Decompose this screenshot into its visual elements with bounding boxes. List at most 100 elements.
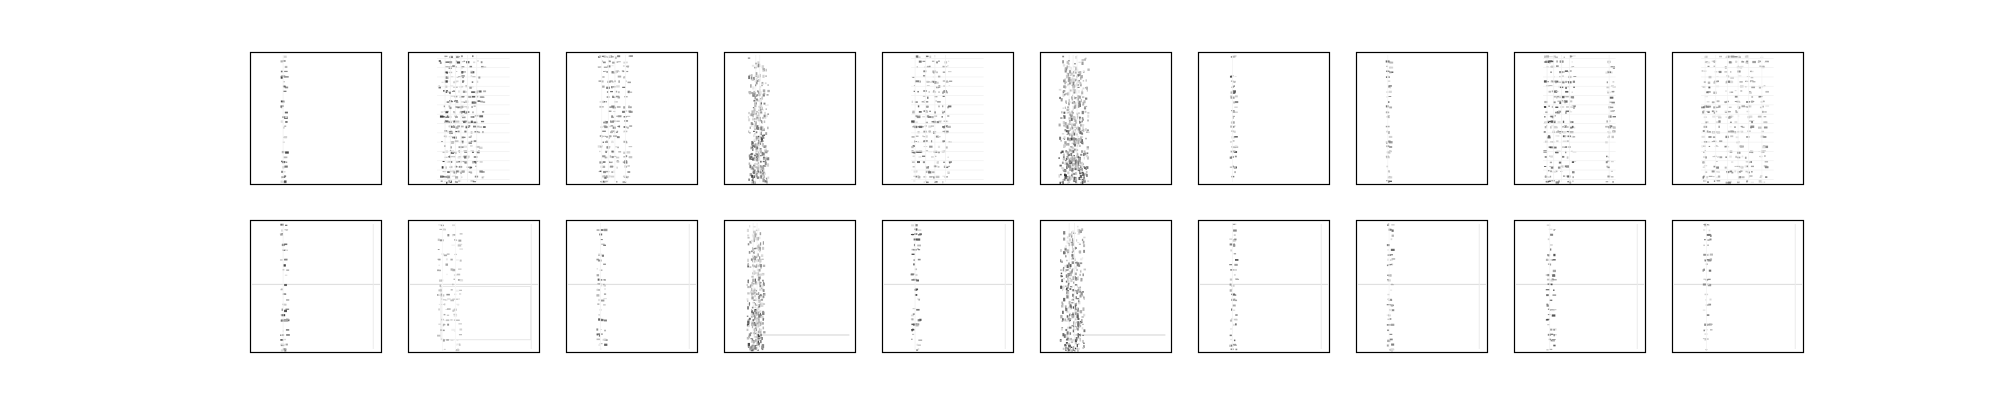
- heatmap-cell: [623, 106, 626, 109]
- heatmap-cell: [1708, 86, 1711, 89]
- heatmap-cell: [1059, 96, 1061, 100]
- heatmap-cell: [1064, 343, 1067, 347]
- heatmap-cell: [286, 334, 290, 336]
- heatmap-cell: [1562, 131, 1566, 134]
- heatmap-cell: [1059, 164, 1062, 167]
- heatmap-cell: [1739, 130, 1743, 132]
- heatmap-cell: [612, 96, 616, 98]
- heatmap-cell: [1071, 151, 1074, 154]
- heatmap-cell: [766, 180, 768, 184]
- heatmap-cell: [1713, 180, 1716, 182]
- heatmap-cell: [481, 101, 486, 103]
- heatmap-cell: [442, 229, 445, 231]
- heatmap-cell: [1564, 70, 1569, 72]
- heatmap-cell: [757, 167, 760, 171]
- heatmap-cell: [453, 111, 456, 114]
- heatmap-cell: [1737, 56, 1741, 59]
- heatmap-cell: [1081, 316, 1084, 318]
- heatmap-cell: [1071, 325, 1074, 327]
- heatmap-cell: [1729, 170, 1733, 173]
- heatmap-cell: [446, 308, 451, 310]
- heatmap-cell: [1544, 116, 1546, 118]
- heatmap-cell: [611, 71, 614, 74]
- heatmap-cell: [599, 145, 603, 147]
- panel-background: [882, 220, 1014, 353]
- heatmap-cell: [758, 280, 761, 282]
- heatmap-cell: [1064, 248, 1067, 251]
- heatmap-cell: [446, 314, 450, 316]
- heatmap-cell: [1389, 141, 1393, 144]
- heatmap-cell: [461, 136, 466, 139]
- faint-row-trace: [1543, 58, 1616, 59]
- heatmap-cell: [936, 61, 938, 64]
- heatmap-cell: [925, 170, 928, 173]
- cross-line-vertical: [1636, 224, 1638, 349]
- heatmap-cell: [766, 94, 769, 96]
- heatmap-cell: [473, 125, 476, 128]
- heatmap-cell: [616, 61, 619, 63]
- heatmap-cell: [284, 165, 288, 168]
- heatmap-cell: [468, 96, 472, 98]
- heatmap-cell: [1569, 131, 1574, 134]
- heatmap-cell: [1388, 298, 1393, 301]
- heatmap-cell: [912, 126, 915, 128]
- heatmap-cell: [750, 122, 753, 125]
- heatmap-cell: [756, 118, 759, 121]
- heatmap-cell: [280, 76, 283, 79]
- heatmap-cell: [1734, 126, 1736, 128]
- heatmap-cell: [1569, 181, 1572, 184]
- heatmap-cell: [925, 135, 928, 138]
- heatmap-cell: [610, 125, 614, 127]
- faint-row-trace: [437, 179, 510, 180]
- heatmap-cell: [1701, 106, 1705, 109]
- heatmap-cell: [1080, 98, 1082, 103]
- heatmap-cell: [767, 89, 770, 93]
- heatmap-cell: [754, 313, 757, 317]
- heatmap-cell: [1555, 170, 1558, 173]
- heatmap-cell: [1610, 110, 1615, 113]
- heatmap-cell: [1712, 156, 1716, 158]
- column-trace: [625, 55, 626, 182]
- heatmap-cell: [1077, 347, 1080, 350]
- heatmap-cell: [756, 78, 758, 80]
- heatmap-cell: [599, 329, 602, 330]
- heatmap-cell: [606, 135, 609, 138]
- heatmap-cell: [1234, 76, 1237, 77]
- heatmap-cell: [932, 91, 937, 93]
- heatmap-cell: [1758, 95, 1763, 98]
- heatmap-cell: [284, 243, 288, 246]
- heatmap-cell: [1736, 151, 1741, 154]
- heatmap-cell: [1233, 101, 1236, 104]
- heatmap-cell: [625, 61, 628, 64]
- heatmap-cell: [449, 125, 453, 127]
- heatmap-cell: [1703, 151, 1705, 153]
- heatmap-panel-r0c0: [249, 51, 383, 186]
- heatmap-cell: [467, 125, 471, 127]
- heatmap-cell: [928, 170, 930, 172]
- heatmap-cell: [1709, 324, 1712, 326]
- heatmap-cell: [284, 259, 288, 261]
- heatmap-cell: [626, 65, 630, 67]
- heatmap-cell: [473, 121, 478, 124]
- heatmap-cell: [1555, 151, 1559, 154]
- heatmap-cell: [1234, 101, 1239, 104]
- heatmap-cell: [754, 165, 756, 168]
- heatmap-cell: [1078, 71, 1081, 74]
- heatmap-cell: [1750, 160, 1753, 163]
- heatmap-cell: [460, 101, 465, 103]
- heatmap-cell: [1757, 61, 1760, 64]
- heatmap-cell: [916, 248, 919, 250]
- heatmap-cell: [284, 136, 288, 139]
- heatmap-cell: [758, 344, 760, 348]
- heatmap-panel-r1c5: [1039, 219, 1173, 354]
- heatmap-cell: [1067, 176, 1069, 178]
- heatmap-cell: [440, 111, 444, 113]
- heatmap-cell: [1064, 269, 1067, 273]
- heatmap-cell: [1078, 231, 1081, 235]
- heatmap-cell: [1573, 86, 1575, 88]
- heatmap-cell: [1073, 148, 1076, 151]
- heatmap-cell: [449, 61, 453, 64]
- heatmap-cell: [762, 68, 765, 72]
- faint-row-trace: [1701, 113, 1774, 115]
- heatmap-cell: [1073, 143, 1077, 147]
